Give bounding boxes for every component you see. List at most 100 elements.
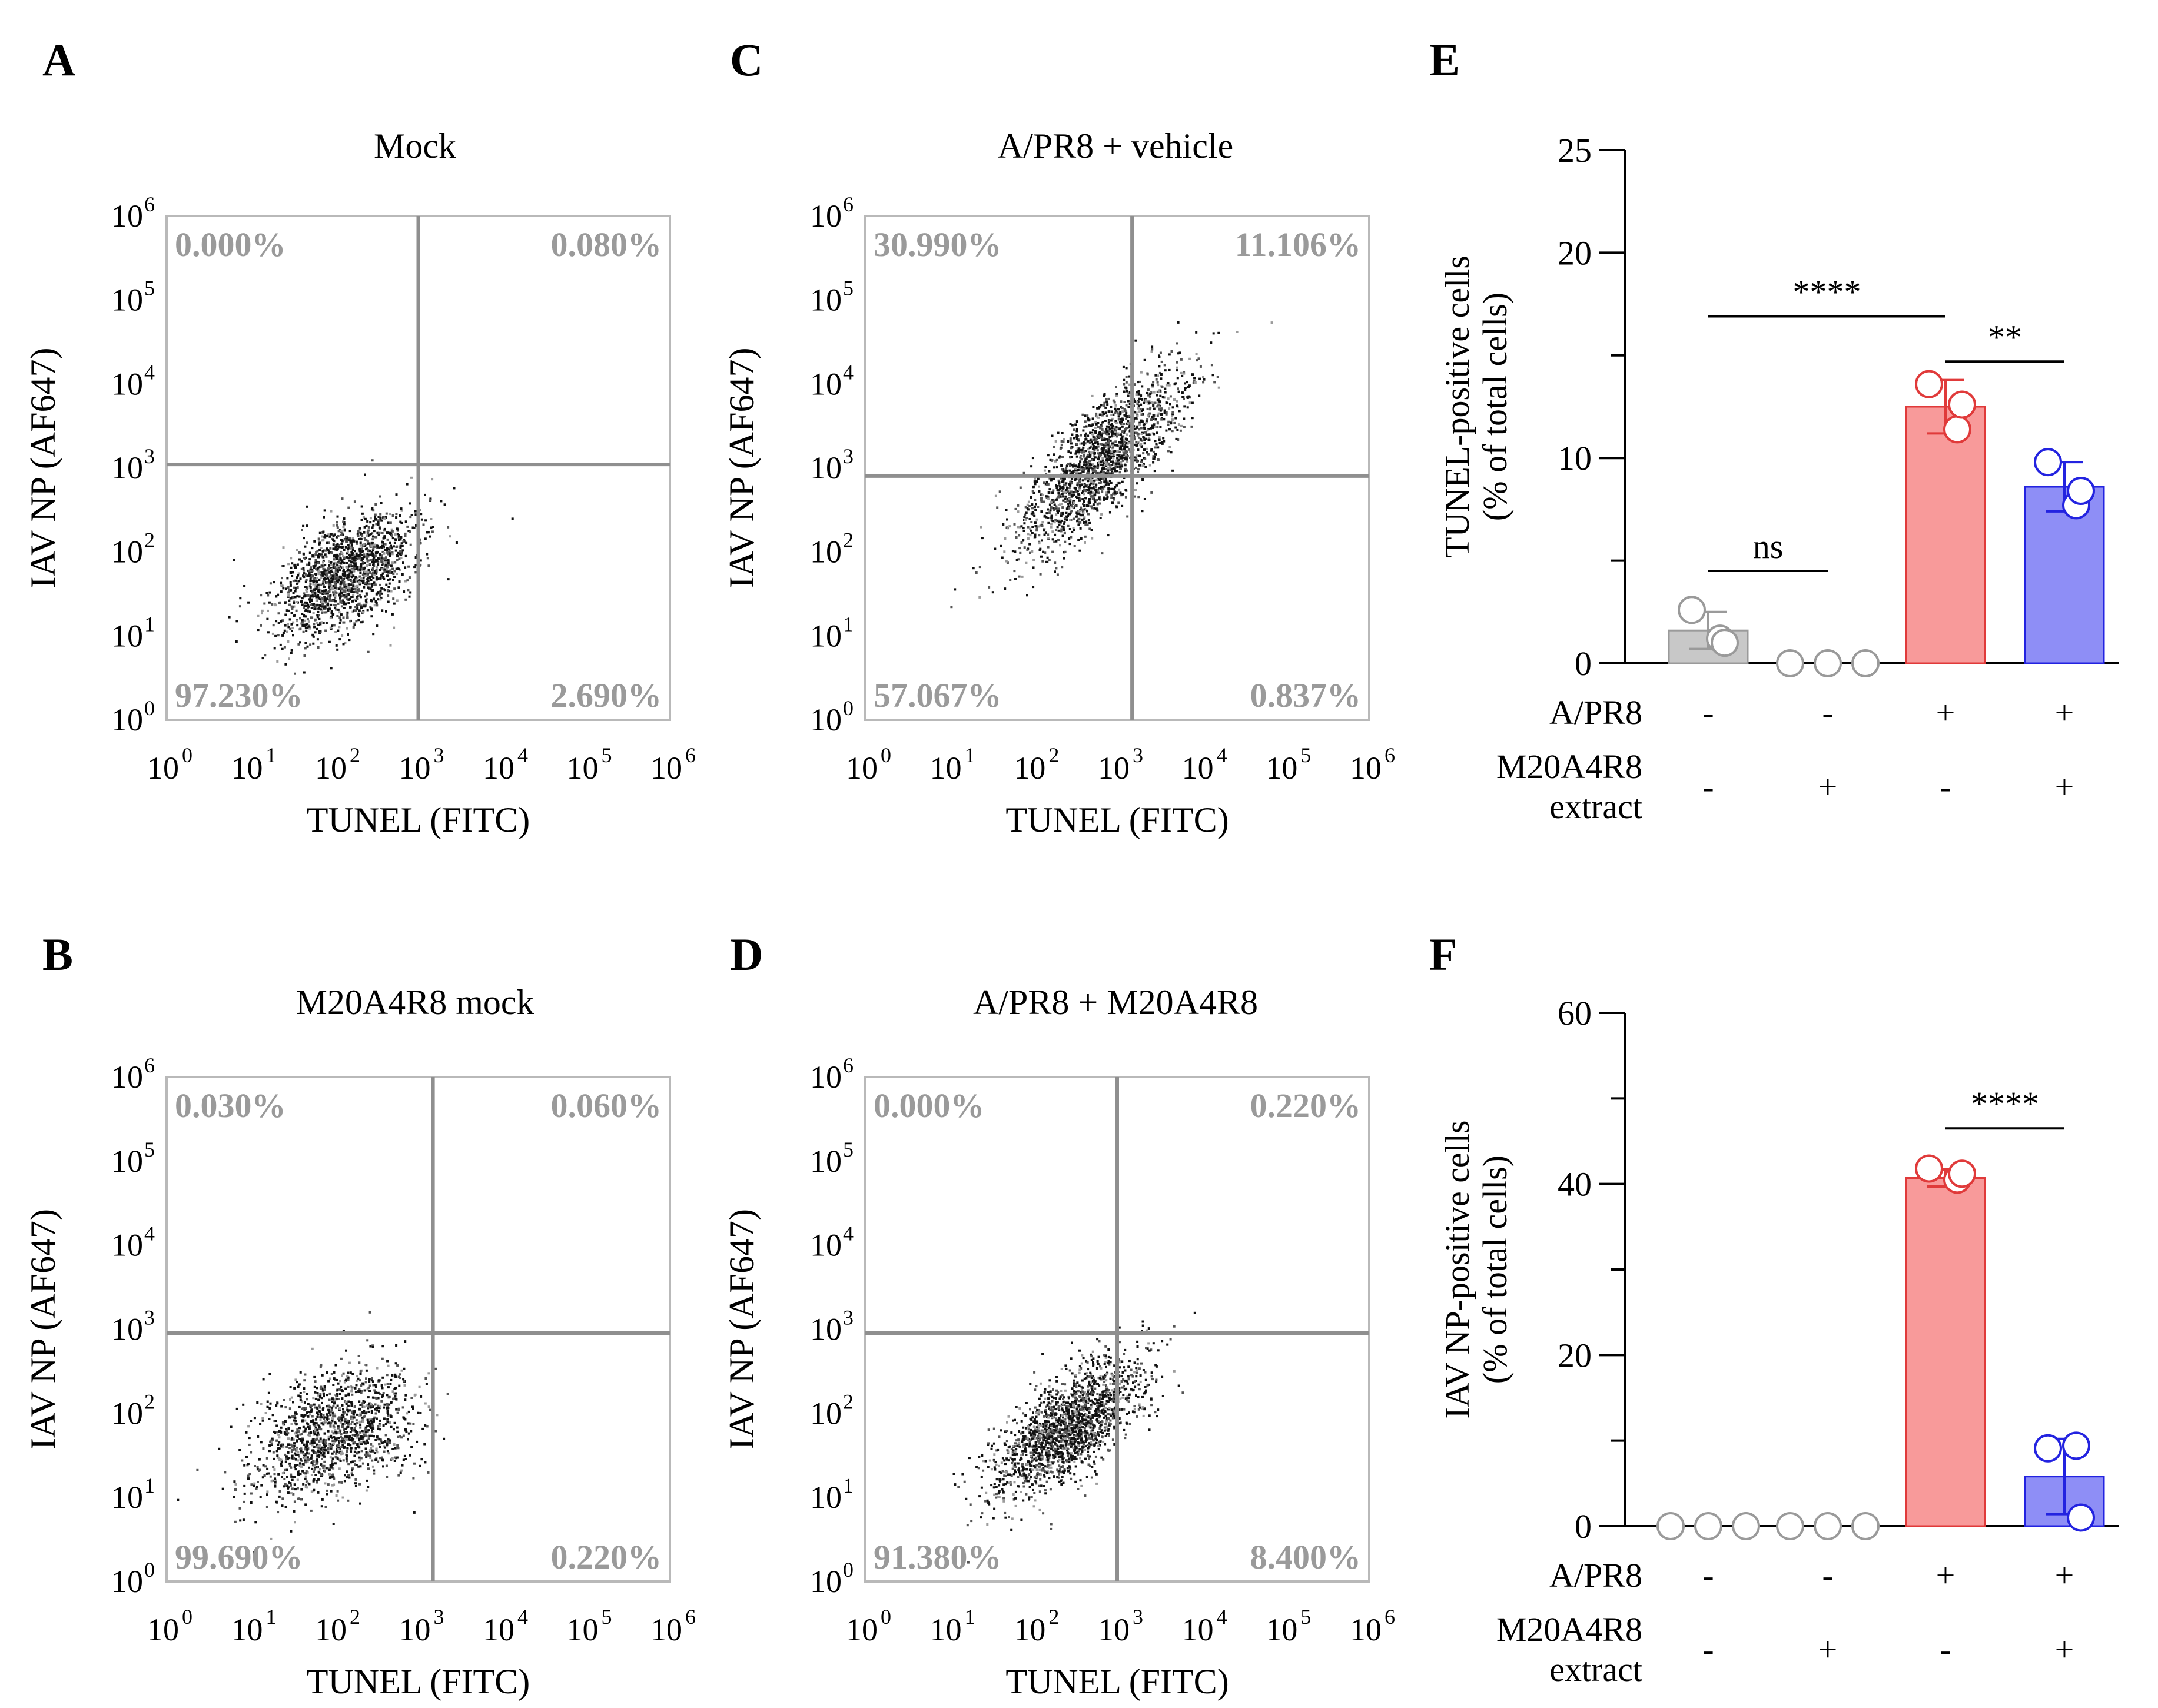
- event-dot: [1077, 510, 1080, 513]
- event-dot: [1100, 470, 1103, 473]
- event-dot: [316, 1443, 318, 1446]
- event-dot: [1088, 451, 1091, 453]
- event-dot: [306, 1444, 309, 1447]
- event-dot: [412, 1423, 415, 1425]
- event-dot: [277, 1511, 280, 1514]
- event-dot: [1152, 414, 1155, 417]
- event-dot: [354, 1391, 357, 1394]
- event-dot: [1069, 456, 1071, 458]
- event-dot: [310, 1454, 313, 1457]
- event-dot: [1113, 453, 1116, 456]
- event-dot: [1113, 450, 1115, 453]
- event-dot: [391, 561, 394, 564]
- event-dot: [1118, 482, 1121, 485]
- event-dot: [385, 583, 388, 586]
- event-dot: [335, 536, 338, 539]
- event-dot: [1017, 558, 1020, 561]
- event-dot: [1165, 413, 1168, 416]
- panel-letter-A: A: [42, 34, 75, 85]
- event-dot: [317, 589, 320, 592]
- event-dot: [253, 1551, 255, 1554]
- event-dot: [374, 1384, 377, 1387]
- event-dot: [371, 535, 374, 538]
- event-dot: [396, 1411, 399, 1414]
- event-dot: [343, 1480, 346, 1483]
- event-dot: [317, 1447, 320, 1450]
- event-dot: [1153, 457, 1156, 460]
- event-dot: [300, 560, 303, 563]
- event-dot: [351, 554, 354, 557]
- event-dot: [370, 1404, 373, 1407]
- event-dot: [1123, 378, 1126, 381]
- event-dot: [1027, 508, 1030, 511]
- event-dot: [1096, 509, 1099, 512]
- event-dot: [397, 1435, 400, 1438]
- event-dot: [316, 585, 318, 588]
- event-dot: [1165, 401, 1168, 404]
- event-dot: [363, 1415, 366, 1418]
- event-dot: [391, 571, 394, 574]
- event-dot: [304, 1446, 307, 1448]
- event-dot: [1020, 541, 1023, 544]
- y-tick-exponent: 0: [144, 1558, 155, 1581]
- event-dot: [1083, 504, 1085, 507]
- event-dot: [326, 1394, 328, 1397]
- event-dot: [364, 1428, 367, 1431]
- event-dot: [414, 513, 417, 516]
- event-dot: [247, 1474, 250, 1477]
- event-dot: [1147, 394, 1150, 397]
- event-dot: [353, 622, 356, 624]
- event-dot: [1106, 471, 1109, 474]
- event-dot: [324, 1444, 327, 1447]
- quadrant-top-right: 0.080%: [551, 225, 662, 264]
- event-dot: [1090, 466, 1093, 469]
- event-dot: [348, 571, 351, 574]
- event-dot: [291, 1448, 294, 1451]
- event-dot: [436, 1414, 439, 1417]
- event-dot: [392, 573, 395, 576]
- event-dot: [341, 497, 344, 500]
- event-dot: [336, 557, 338, 560]
- event-dot: [316, 1428, 319, 1431]
- event-dot: [1055, 485, 1058, 487]
- event-dot: [394, 549, 397, 552]
- event-dot: [1158, 371, 1161, 374]
- event-dot: [328, 575, 331, 578]
- event-dot: [338, 592, 341, 595]
- event-dot: [384, 559, 387, 562]
- event-dot: [304, 1430, 307, 1433]
- event-dot: [1115, 394, 1118, 397]
- event-dot: [338, 557, 341, 560]
- event-dot: [386, 566, 389, 569]
- event-dot: [1074, 505, 1077, 507]
- event-dot: [1092, 436, 1095, 438]
- event-dot: [395, 1398, 398, 1401]
- event-dot: [1197, 357, 1200, 360]
- event-dot: [389, 1414, 392, 1417]
- event-dot: [335, 556, 337, 559]
- event-dot: [1074, 452, 1077, 455]
- event-dot: [350, 541, 353, 544]
- event-dot: [1018, 526, 1021, 529]
- event-dot: [250, 1420, 253, 1422]
- event-dot: [331, 1430, 334, 1433]
- event-dot: [1106, 458, 1109, 461]
- event-dot: [341, 1413, 344, 1416]
- event-dot: [1174, 382, 1177, 385]
- event-dot: [293, 1500, 296, 1503]
- event-dot: [1049, 458, 1052, 461]
- event-dot: [360, 1443, 363, 1445]
- event-dot: [1065, 482, 1068, 485]
- event-dot: [1186, 381, 1188, 384]
- event-dot: [1094, 465, 1097, 468]
- event-dot: [324, 1506, 327, 1508]
- event-dot: [335, 592, 338, 594]
- event-dot: [1153, 423, 1156, 426]
- event-dot: [1080, 466, 1083, 468]
- event-dot: [392, 545, 395, 548]
- event-dot: [363, 571, 366, 573]
- event-dot: [378, 1438, 381, 1441]
- event-dot: [1029, 534, 1032, 537]
- event-dot: [1171, 418, 1174, 421]
